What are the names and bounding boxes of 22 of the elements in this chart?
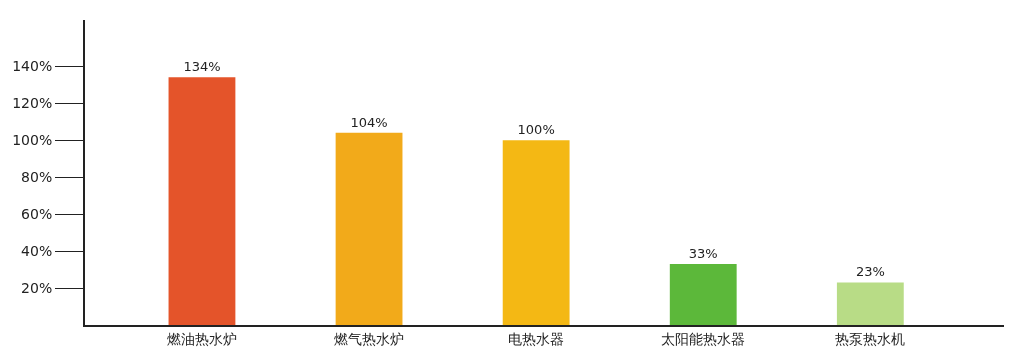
y-tick-label: 100% — [12, 132, 53, 149]
y-tick-label: 60% — [21, 205, 53, 222]
data-label: 134% — [183, 59, 221, 75]
y-tick-label: 120% — [12, 95, 53, 112]
y-tick-label: 40% — [21, 242, 53, 259]
data-label: 33% — [688, 246, 718, 261]
x-tick-label: 燃油热水炉 — [166, 330, 237, 347]
bar — [335, 132, 403, 325]
bar — [669, 264, 737, 325]
y-tick-label: 140% — [12, 58, 53, 75]
bar — [502, 140, 570, 325]
data-label: 100% — [517, 122, 555, 138]
x-tick-label: 电热水器 — [508, 330, 565, 347]
bar — [836, 282, 904, 325]
x-tick-label: 热泵热水机 — [835, 330, 906, 347]
bar — [168, 77, 236, 325]
x-tick-label: 太阳能热水器 — [661, 330, 746, 347]
data-label: 23% — [855, 264, 885, 280]
x-tick-label: 燃气热水炉 — [334, 330, 405, 347]
y-tick-label: 20% — [21, 279, 53, 296]
data-label: 104% — [350, 114, 388, 130]
y-tick-label: 80% — [21, 169, 53, 186]
